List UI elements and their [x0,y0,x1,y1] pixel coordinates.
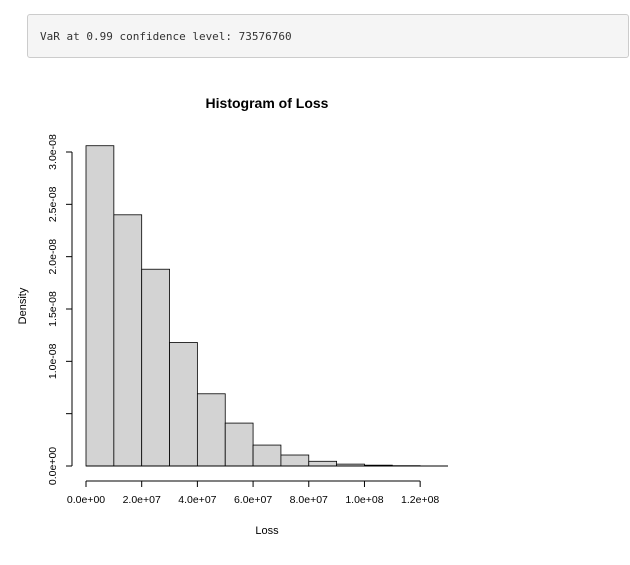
histogram-bar [113,214,143,467]
x-axis-label: Loss [255,525,279,537]
histogram-bar [280,454,310,467]
x-tick-label: 2.0e+07 [123,494,161,506]
x-tick-label: 1.0e+08 [345,494,383,506]
y-tick-label: 2.5e-08 [47,186,59,222]
x-tick-label: 0.0e+00 [67,494,105,506]
x-tick-label: 8.0e+07 [290,494,328,506]
histogram-bar [224,422,254,467]
histogram-bar [308,460,338,467]
bars-group [85,145,448,467]
x-tick-label: 6.0e+07 [234,494,272,506]
y-tick-label: 1.0e-08 [47,343,59,379]
var-result-text: VaR at 0.99 confidence level: 73576760 [40,30,292,43]
y-tick-label: 1.5e-08 [47,291,59,327]
histogram-bar [252,444,282,467]
histogram-bar [196,393,226,467]
x-tick-label: 4.0e+07 [178,494,216,506]
y-tick-label: 3.0e-08 [47,134,59,170]
x-axis: 0.0e+00 2.0e+07 4.0e+07 6.0e+07 8.0e+07 1.0e+… [67,480,439,506]
y-tick-label: 2.0e-08 [47,239,59,275]
x-tick-label: 1.2e+08 [401,494,439,506]
chart-title: Histogram of Loss [206,95,329,111]
histogram-bar [169,342,198,467]
histogram-bar [85,145,115,467]
console-output-box: VaR at 0.99 confidence level: 73576760 [27,14,629,58]
y-axis: 0.0e+00 1.0e-08 1.5e-08 2.0e-08 2.5e-08 3.0e-… [47,134,73,485]
y-tick-label: 0.0e+00 [47,447,59,485]
y-axis-label: Density [17,287,29,324]
histogram-bar [141,268,170,467]
